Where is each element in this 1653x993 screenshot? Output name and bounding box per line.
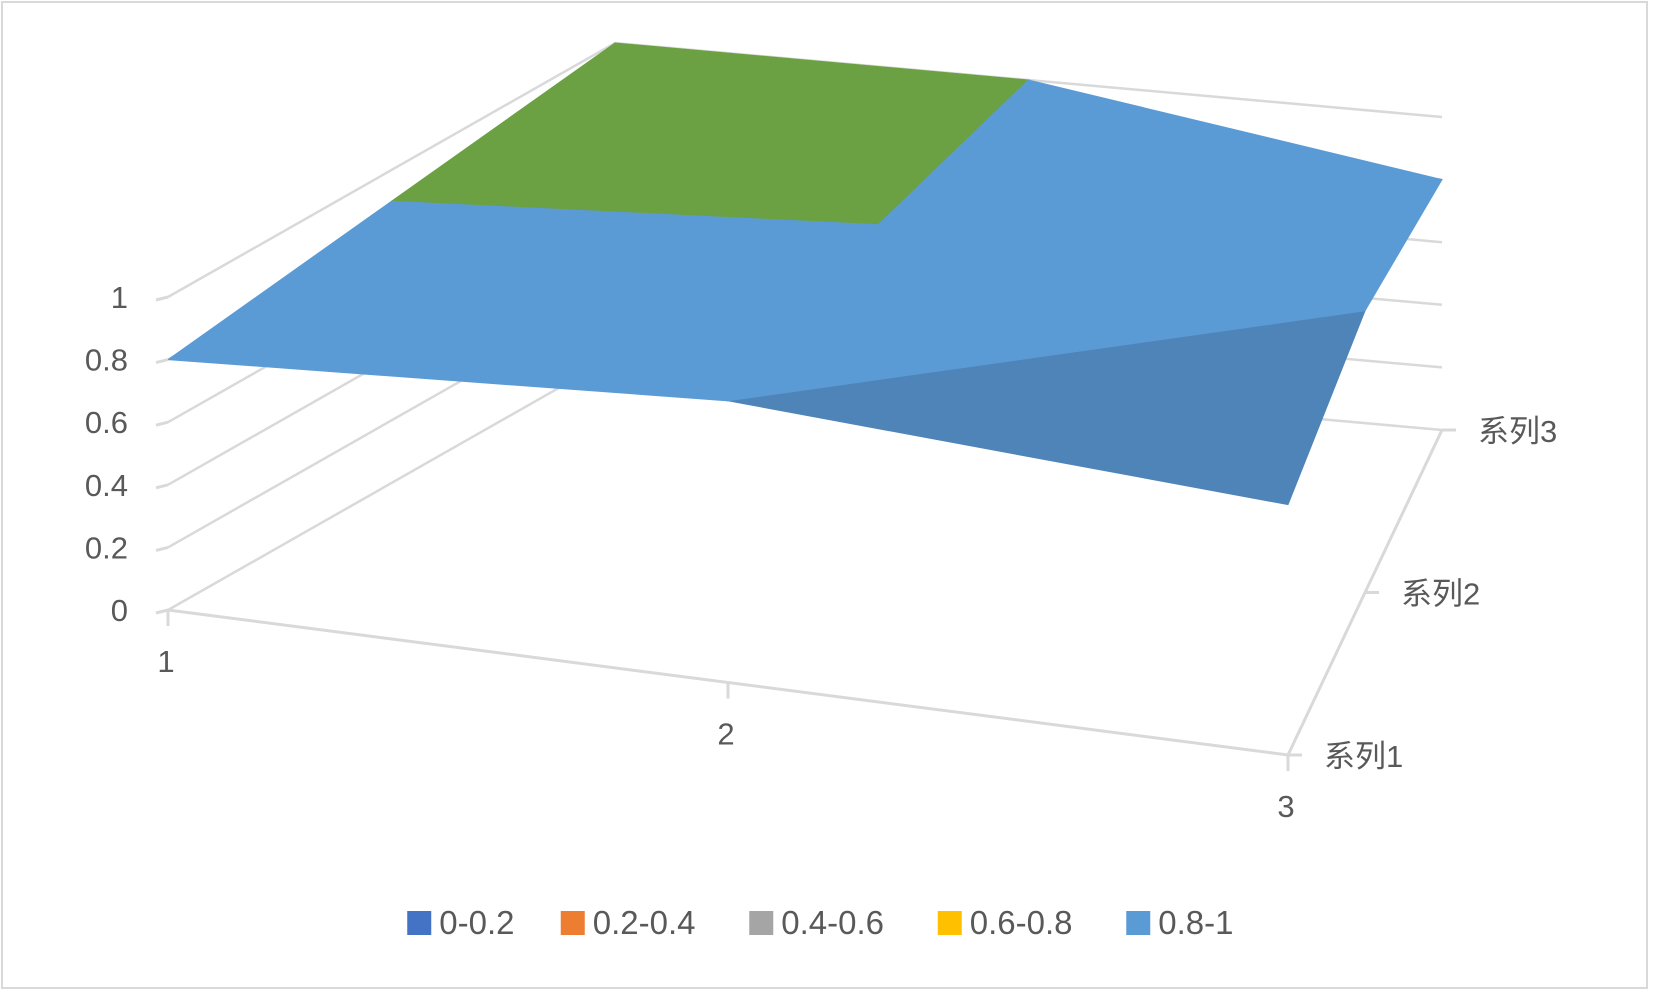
z-tick-0.2 [155, 545, 169, 552]
series-tick-label: 系列1 [1324, 739, 1403, 774]
tick-labels: 0 0.2 0.4 0.6 0.8 1 1 2 3 系列1 系列2 系列3 [85, 280, 1557, 824]
z-tick-1 [155, 295, 169, 302]
surface-patch [391, 42, 1029, 202]
legend-label-0: 0-0.2 [439, 904, 514, 941]
legend-swatch-4 [1126, 911, 1151, 935]
legend-swatch-3 [937, 911, 962, 935]
x-tick-label: 2 [717, 717, 734, 752]
surface-patch [167, 200, 879, 361]
z-tick-label: 0.2 [85, 530, 128, 565]
z-tick-label: 0 [111, 593, 128, 628]
axes [155, 295, 1456, 771]
series-tick-label: 系列3 [1478, 414, 1557, 449]
z-tick-0.8 [155, 358, 169, 365]
z-tick-0.6 [155, 420, 169, 427]
surface-patch [876, 79, 1443, 226]
legend-swatch-0 [407, 911, 432, 935]
z-tick-label: 0.4 [85, 468, 128, 503]
x-tick-label: 3 [1277, 789, 1294, 824]
z-tick-label: 0.8 [85, 343, 128, 378]
z-tick-0 [155, 608, 169, 615]
z-tick-0.4 [155, 483, 169, 490]
x-tick-label: 1 [157, 644, 174, 679]
legend: 0-0.2 0.2-0.4 0.4-0.6 0.6-0.8 0.8-1 [407, 904, 1233, 941]
surface-patch [726, 224, 1366, 402]
legend-label-1: 0.2-0.4 [593, 904, 696, 941]
surface [167, 42, 1443, 506]
legend-label-2: 0.4-0.6 [781, 904, 884, 941]
legend-label-4: 0.8-1 [1158, 904, 1233, 941]
legend-swatch-1 [560, 911, 585, 935]
legend-label-3: 0.6-0.8 [970, 904, 1073, 941]
series-tick-label: 系列2 [1401, 577, 1480, 612]
z-tick-label: 1 [111, 280, 128, 315]
z-tick-label: 0.6 [85, 405, 128, 440]
legend-swatch-2 [749, 911, 774, 935]
